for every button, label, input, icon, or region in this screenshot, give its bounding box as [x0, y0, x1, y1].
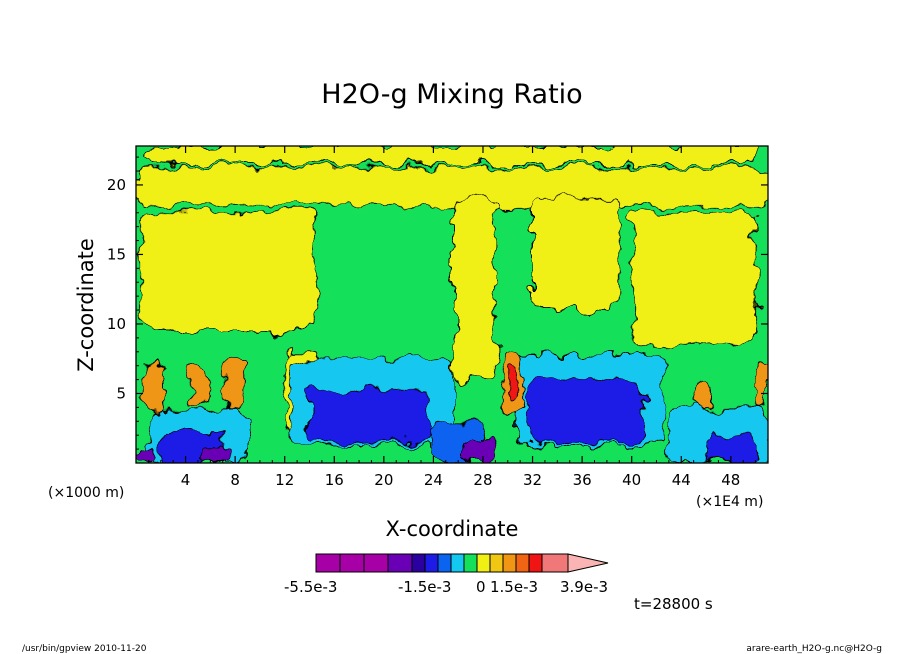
field-region-yellow-plume — [532, 198, 620, 311]
colorbar-segment — [437, 553, 452, 573]
x-tick-label: 44 — [672, 471, 691, 489]
x-tick-label: 40 — [622, 471, 641, 489]
field-region-yellow-plume — [451, 198, 496, 381]
field-region-blue-core — [309, 388, 434, 443]
field-region-upper-yellow-band — [136, 166, 768, 207]
plot-frame — [135, 145, 769, 464]
colorbar-segment — [528, 553, 543, 573]
x-axis-label: X-coordinate — [386, 517, 519, 541]
field-region-red-core — [507, 365, 519, 401]
y-tick-label: 10 — [107, 315, 126, 333]
field-region-orange-column — [693, 379, 712, 411]
x-axis: 4 8 12 16 20 24 28 32 36 40 44 48 — [147, 146, 757, 489]
field-region-purple-patch — [136, 445, 156, 463]
y-tick-label: 20 — [107, 176, 126, 194]
colorbar-segment — [424, 553, 439, 573]
y-axis-label: Z-coordinate — [74, 238, 98, 372]
field-region-blue-core — [705, 434, 757, 463]
chart-title: H2O-g Mixing Ratio — [321, 79, 582, 110]
x-unit-label: (×1000 m) — [48, 485, 124, 501]
x-tick-label: 32 — [523, 471, 542, 489]
field-region-purple-patch — [463, 437, 496, 463]
colorbar-tick-label: -1.5e-3 — [398, 578, 451, 596]
colorbar-extend-arrow — [567, 553, 609, 573]
x-tick-label: 24 — [424, 471, 443, 489]
x-tick-label: 36 — [573, 471, 592, 489]
field-region-blue-core — [525, 379, 645, 443]
y-tick-label: 15 — [107, 245, 126, 263]
x-tick-label: 28 — [473, 471, 492, 489]
colorbar-tick-label: 3.9e-3 — [560, 578, 608, 596]
x-tick-label: 8 — [230, 471, 240, 489]
field-region-orange-column — [139, 361, 165, 411]
field-region-orange-column — [222, 358, 245, 408]
colorbar: -5.5e-3 -1.5e-3 0 1.5e-3 3.9e-3 — [284, 553, 609, 596]
field-region-purple-patch — [197, 445, 230, 463]
colorbar-tick-label: 0 — [476, 578, 486, 596]
colorbar-segment — [411, 553, 426, 573]
x-unit-alt-label: (×1E4 m) — [696, 494, 763, 510]
colorbar-segment — [363, 553, 389, 573]
field-region-yellow-plume — [141, 212, 317, 332]
y-axis: 5 10 15 20 — [107, 156, 768, 450]
field-region-yellow-plume — [631, 212, 757, 346]
x-tick-label: 4 — [181, 471, 191, 489]
x-tick-label: 20 — [374, 471, 393, 489]
footer-left: /usr/bin/gpview 2010-11-20 — [22, 644, 147, 654]
field-region-orange-column — [188, 365, 210, 406]
x-tick-label: 16 — [325, 471, 344, 489]
colorbar-segment — [450, 553, 465, 573]
heatmap-field — [136, 146, 768, 463]
colorbar-segment — [476, 553, 491, 573]
colorbar-segment — [489, 553, 504, 573]
colorbar-segment — [315, 553, 341, 573]
colorbar-segment — [502, 553, 517, 573]
colorbar-segment — [387, 553, 413, 573]
colorbar-segment — [541, 553, 569, 573]
colorbar-segment — [515, 553, 530, 573]
y-tick-label: 5 — [116, 384, 126, 402]
x-tick-label: 48 — [721, 471, 740, 489]
x-tick-label: 12 — [275, 471, 294, 489]
field-region-top-yellow-band — [147, 146, 757, 165]
colorbar-segment — [463, 553, 478, 573]
footer-right: arare-earth_H2O-g.nc@H2O-g — [746, 644, 882, 654]
colorbar-segment — [339, 553, 365, 573]
colorbar-tick-label: 1.5e-3 — [490, 578, 538, 596]
colorbar-tick-label: -5.5e-3 — [284, 578, 337, 596]
time-label: t=28800 s — [634, 595, 713, 613]
field-region-orange-column — [755, 358, 768, 408]
